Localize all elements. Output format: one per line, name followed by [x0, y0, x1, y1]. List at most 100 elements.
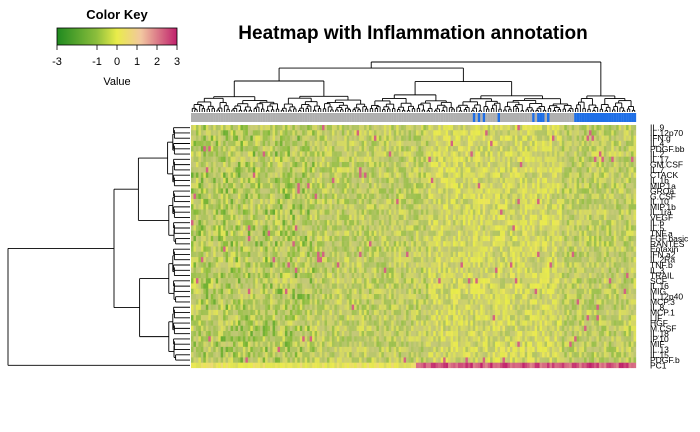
heatmap-cell [299, 151, 303, 157]
heatmap-cell [423, 220, 427, 226]
heatmap-cell [539, 146, 543, 152]
heatmap-cell [250, 220, 253, 226]
heatmap-cell [346, 220, 350, 226]
heatmap-cell [369, 241, 372, 247]
heatmap-cell [275, 177, 278, 184]
heatmap-cell [398, 214, 402, 221]
heatmap-cell [322, 188, 325, 194]
heatmap-cell [406, 198, 409, 205]
heatmap-cell [406, 167, 409, 173]
heatmap-cell [260, 188, 263, 194]
heatmap-cell [262, 188, 266, 194]
heatmap-cell [193, 225, 197, 231]
heatmap-cell [544, 225, 548, 231]
heatmap-cell [262, 204, 266, 210]
heatmap-cell [561, 204, 565, 210]
heatmap-cell [470, 235, 473, 242]
heatmap-cell [566, 198, 570, 205]
heatmap-cell [445, 241, 449, 247]
heatmap-cell [302, 188, 305, 194]
heatmap-cell [603, 198, 607, 205]
heatmap-cell [364, 140, 367, 147]
heatmap-cell [601, 140, 605, 147]
heatmap-cell [529, 177, 533, 184]
heatmap-cell [289, 177, 293, 184]
heatmap-cell [616, 198, 619, 205]
heatmap-cell [339, 167, 342, 173]
heatmap-cell [596, 209, 600, 215]
heatmap-cell [361, 198, 365, 205]
heatmap-cell [245, 188, 249, 194]
heatmap-cell [532, 135, 535, 141]
heatmap-cell [522, 209, 525, 215]
heatmap-cell [539, 241, 543, 247]
heatmap-cell [448, 214, 451, 221]
heatmap-cell [500, 198, 503, 205]
heatmap-cell [589, 188, 592, 194]
heatmap-cell [373, 183, 377, 189]
heatmap-cell [366, 177, 370, 184]
heatmap-cell [346, 241, 350, 247]
heatmap-cell [584, 161, 587, 168]
heatmap-cell [450, 225, 454, 231]
heatmap-cell [460, 151, 464, 157]
heatmap-cell [529, 161, 533, 168]
heatmap-cell [492, 193, 496, 200]
heatmap-cell [423, 225, 427, 231]
heatmap-cell [502, 146, 506, 152]
heatmap-cell [361, 146, 365, 152]
heatmap-cell [596, 177, 600, 184]
heatmap-cell [465, 130, 469, 136]
heatmap-cell [433, 172, 436, 178]
heatmap-cell [240, 209, 244, 215]
heatmap-cell [576, 209, 580, 215]
heatmap-cell [314, 130, 318, 136]
heatmap-cell [524, 220, 528, 226]
heatmap-cell [307, 146, 310, 152]
heatmap-cell [522, 241, 525, 247]
heatmap-cell [413, 235, 417, 242]
heatmap-cell [467, 188, 471, 194]
heatmap-cell [596, 198, 600, 205]
heatmap-cell [213, 188, 216, 194]
heatmap-cell [561, 151, 565, 157]
heatmap-cell [554, 183, 558, 189]
heatmap-cell [500, 167, 503, 173]
heatmap-cell [571, 183, 575, 189]
heatmap-cell [401, 161, 404, 168]
heatmap-cell [616, 130, 619, 136]
heatmap-cell [344, 230, 347, 237]
heatmap-cell [354, 125, 357, 131]
heatmap-cell [547, 214, 550, 221]
row-dendrogram [7, 127, 190, 366]
heatmap-cell [549, 193, 553, 200]
heatmap-cell [584, 193, 587, 200]
heatmap-cell [225, 130, 229, 136]
heatmap-cell [376, 167, 380, 173]
annotation-cell [554, 113, 558, 122]
heatmap-cell [443, 140, 446, 147]
heatmap-cell [522, 151, 525, 157]
heatmap-cell [467, 130, 471, 136]
heatmap-cell [626, 209, 629, 215]
heatmap-cell [606, 151, 609, 157]
heatmap-cell [574, 209, 577, 215]
heatmap-cell [302, 130, 305, 136]
heatmap-cell [280, 161, 283, 168]
heatmap-cell [549, 146, 553, 152]
heatmap-cell [299, 241, 303, 247]
heatmap-cell [245, 130, 249, 136]
heatmap-cell [215, 130, 219, 136]
heatmap-cell [413, 241, 417, 247]
heatmap-cell [292, 161, 295, 168]
heatmap-cell [329, 204, 333, 210]
heatmap-cell [270, 241, 273, 247]
annotation-cell [539, 113, 543, 122]
heatmap-cell [292, 135, 295, 141]
heatmap-cell [492, 146, 496, 152]
heatmap-cell [336, 230, 340, 237]
heatmap-cell [354, 188, 357, 194]
heatmap-cell [430, 135, 434, 141]
heatmap-cell [549, 151, 553, 157]
heatmap-cell [319, 214, 323, 221]
